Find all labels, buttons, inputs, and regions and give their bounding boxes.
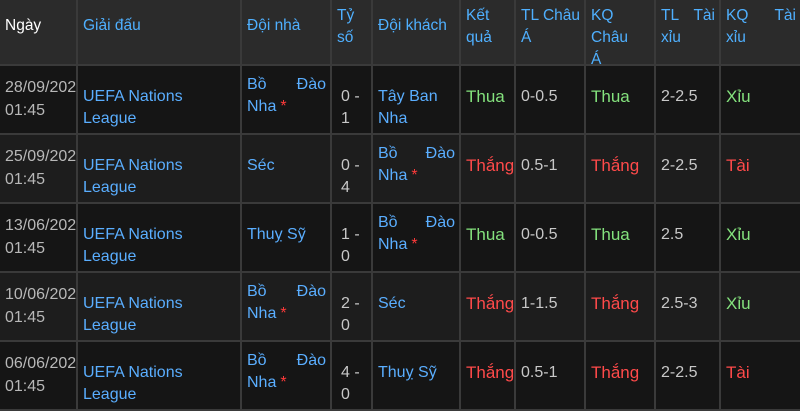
league-link[interactable]: UEFA Nations League (78, 204, 242, 271)
over-under-line: 2-2.5 (656, 66, 721, 133)
table-row: 13/06/2022 01:45 UEFA Nations League Thuỵ… (0, 204, 800, 273)
favorite-star-icon: * (411, 236, 418, 253)
home-team-link[interactable]: Bồ Đào Nha * (242, 273, 332, 340)
league-link[interactable]: UEFA Nations League (78, 66, 242, 133)
match-result: Thua (461, 204, 516, 271)
favorite-star-icon: * (280, 98, 287, 115)
match-result: Thắng (461, 273, 516, 340)
asian-handicap-result: Thua (586, 204, 656, 271)
match-score[interactable]: 2 - 0 (332, 273, 373, 340)
header-date: Ngày (0, 0, 78, 64)
away-team-link[interactable]: Bồ Đào Nha * (373, 204, 461, 271)
table-row: 10/06/2022 01:45 UEFA Nations League Bồ Đà… (0, 273, 800, 342)
match-score[interactable]: 4 - 0 (332, 342, 373, 409)
over-under-line: 2-2.5 (656, 342, 721, 409)
header-score: Tỷ số (332, 0, 373, 64)
table-header-row: Ngày Giải đấu Đội nhà Tỷ số Đội khách Kế… (0, 0, 800, 66)
match-score[interactable]: 0 - 1 (332, 66, 373, 133)
over-under-result: Xỉu (726, 87, 751, 106)
league-link[interactable]: UEFA Nations League (78, 342, 242, 409)
header-league: Giải đấu (78, 0, 242, 64)
match-result: Thắng (461, 342, 516, 409)
asian-handicap-line: 1-1.5 (516, 273, 586, 340)
match-score[interactable]: 1 - 0 (332, 204, 373, 271)
favorite-star-icon: * (280, 374, 287, 391)
asian-handicap-result: Thắng (586, 273, 656, 340)
home-team-link[interactable]: Bồ Đào Nha * (242, 66, 332, 133)
over-under-result: Xỉu (726, 294, 751, 313)
match-date: 06/06/2022 01:45 (0, 342, 78, 409)
asian-handicap-result: Thua (586, 66, 656, 133)
asian-handicap-line: 0-0.5 (516, 204, 586, 271)
over-under-line: 2.5 (656, 204, 721, 271)
favorite-star-icon: * (411, 167, 418, 184)
home-team-link[interactable]: Thuỵ Sỹ (242, 204, 332, 271)
header-home-team: Đội nhà (242, 0, 332, 64)
match-date: 13/06/2022 01:45 (0, 204, 78, 271)
over-under-result: Xỉu (726, 225, 751, 244)
match-result: Thua (461, 66, 516, 133)
away-team-link[interactable]: Thuỵ Sỹ (373, 342, 461, 409)
match-score[interactable]: 0 - 4 (332, 135, 373, 202)
header-asian-handicap-result: KQ Châu Á (586, 0, 656, 64)
over-under-result: Tài (726, 363, 750, 382)
league-link[interactable]: UEFA Nations League (78, 135, 242, 202)
away-team-link[interactable]: Séc (373, 273, 461, 340)
asian-handicap-result: Thắng (586, 342, 656, 409)
header-over-under-result: KQ Tài xỉu (726, 7, 796, 46)
table-row: 28/09/2022 01:45 UEFA Nations League Bồ Đà… (0, 66, 800, 135)
away-team-link[interactable]: Bồ Đào Nha * (373, 135, 461, 202)
table-row: 25/09/2022 01:45 UEFA Nations League Séc … (0, 135, 800, 204)
asian-handicap-line: 0.5-1 (516, 342, 586, 409)
header-away-team: Đội khách (373, 0, 461, 64)
over-under-result: Tài (726, 156, 750, 175)
over-under-line: 2.5-3 (656, 273, 721, 340)
table-row: 06/06/2022 01:45 UEFA Nations League Bồ Đà… (0, 342, 800, 411)
away-team-link[interactable]: Tây Ban Nha (373, 66, 461, 133)
header-over-under: TL Tài xỉu (656, 0, 721, 64)
asian-handicap-line: 0.5-1 (516, 135, 586, 202)
asian-handicap-result: Thắng (586, 135, 656, 202)
home-team-link[interactable]: Séc (242, 135, 332, 202)
header-result: Kết quả (461, 0, 516, 64)
match-result: Thắng (461, 135, 516, 202)
home-team-link[interactable]: Bồ Đào Nha * (242, 342, 332, 409)
match-date: 10/06/2022 01:45 (0, 273, 78, 340)
match-date: 28/09/2022 01:45 (0, 66, 78, 133)
match-date: 25/09/2022 01:45 (0, 135, 78, 202)
favorite-star-icon: * (280, 305, 287, 322)
header-asian-handicap: TL Châu Á (516, 0, 586, 64)
league-link[interactable]: UEFA Nations League (78, 273, 242, 340)
asian-handicap-line: 0-0.5 (516, 66, 586, 133)
over-under-line: 2-2.5 (656, 135, 721, 202)
